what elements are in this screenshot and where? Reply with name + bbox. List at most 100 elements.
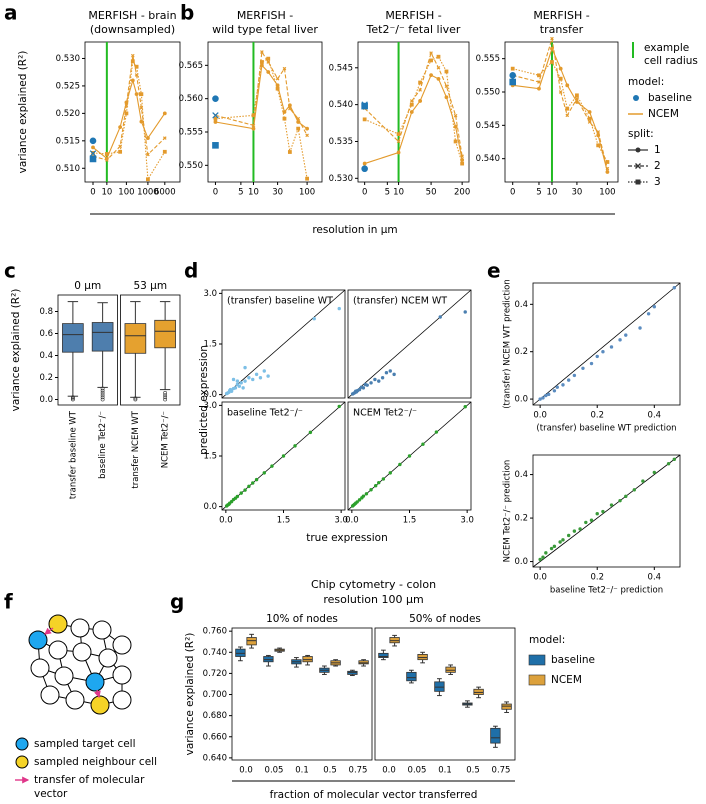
x-tick-label: 0.05: [408, 766, 427, 776]
point: [239, 381, 243, 385]
x-tick-label: 1.5: [403, 516, 417, 526]
y-tick-label: 0.4: [39, 351, 53, 361]
point: [254, 372, 259, 377]
point: [392, 372, 396, 377]
y-tick-label: 0.740: [203, 648, 227, 658]
panel-label: e: [487, 259, 501, 283]
ncem-point: [587, 120, 592, 124]
outlier: [100, 393, 105, 398]
ncem-point: [558, 76, 563, 81]
baseline-point: [89, 150, 97, 157]
x-tick-label: 0.0: [239, 766, 253, 776]
baseline-point: [212, 142, 219, 149]
box: [490, 727, 501, 744]
point: [463, 405, 467, 409]
box: [434, 681, 445, 692]
point: [239, 491, 243, 495]
point: [609, 345, 614, 349]
y-tick-label: 0.0: [39, 395, 53, 405]
x-tick-label: 0.0: [533, 411, 547, 421]
point: [595, 512, 599, 516]
outlier: [70, 395, 75, 400]
chart-title: Tet2⁻/⁻ fetal liver: [366, 23, 461, 36]
ncem-point: [575, 100, 579, 104]
plot-frame: [532, 282, 681, 406]
legend-title: model:: [529, 634, 565, 646]
ncem-line: [512, 61, 608, 163]
point: [646, 312, 651, 316]
ncem-point: [130, 78, 135, 83]
ncem-point: [605, 160, 610, 164]
y-axis-label: variance explained (R²): [184, 633, 196, 756]
y-tick-label: 0.640: [203, 753, 227, 763]
x-tick-label: 100: [299, 188, 315, 198]
point: [566, 533, 571, 538]
x-tick-label: 0: [90, 188, 95, 198]
point: [572, 529, 577, 533]
box: [501, 703, 512, 710]
y-tick-label: 0.550: [476, 88, 500, 98]
point: [355, 500, 359, 504]
box: [473, 688, 484, 695]
box: [124, 323, 147, 354]
ncem-line: [512, 38, 608, 169]
y-tick-label: 0.700: [203, 690, 227, 700]
chart-title: MERFISH -: [533, 9, 589, 22]
ncem-point: [251, 123, 256, 128]
ncem-point: [558, 90, 563, 94]
point: [262, 369, 266, 373]
outlier: [100, 390, 105, 395]
ncem-point: [596, 143, 601, 148]
panel-text: (transfer) baseline WT: [227, 296, 333, 307]
box: [263, 656, 274, 663]
point: [546, 392, 551, 397]
y-tick-label: 0.720: [203, 669, 227, 679]
ncem-point: [429, 51, 433, 55]
ncem-point: [287, 150, 292, 154]
ncem-point: [396, 139, 401, 144]
facet-label: 53 μm: [133, 280, 167, 292]
chart-title: MERFISH -: [237, 9, 293, 22]
point: [407, 454, 412, 458]
box: [378, 652, 389, 658]
plot-frame: [532, 454, 681, 568]
identity-line: [221, 289, 346, 399]
ncem-point: [436, 76, 441, 81]
y-axis-label: variance explained (R²): [10, 289, 22, 412]
point: [463, 310, 467, 314]
chart-title: transfer: [540, 23, 584, 36]
ncem-line: [364, 51, 463, 157]
y-tick-label: 0.6: [39, 329, 53, 339]
ncem-point: [296, 126, 301, 131]
x-tick-label: 5: [238, 188, 243, 198]
ncem-point: [162, 149, 167, 154]
point: [398, 462, 402, 467]
facet-label: 50% of nodes: [409, 613, 481, 625]
x-tick-label: 30: [572, 188, 583, 198]
x-tick-label: 10: [248, 188, 259, 198]
ncem-point: [460, 154, 464, 159]
panel-label: a: [4, 1, 18, 25]
point: [364, 492, 369, 496]
ncem-point: [134, 92, 139, 97]
outlier: [100, 386, 105, 391]
point: [561, 538, 565, 542]
panel-label: c: [4, 259, 16, 283]
x-tick-label: 0.05: [265, 766, 284, 776]
x-tick-label: 0.4: [648, 573, 662, 583]
box: [389, 637, 400, 644]
ncem-point: [296, 116, 301, 121]
point: [589, 361, 594, 366]
legend-label: 3: [654, 176, 661, 188]
point: [652, 304, 657, 309]
point: [438, 315, 442, 319]
ncem-point: [444, 84, 449, 89]
point: [566, 378, 571, 382]
point: [601, 509, 605, 514]
y-tick-label: 0.510: [56, 164, 80, 174]
y-tick-label: 0.2: [39, 373, 53, 383]
y-tick-label: 0.565: [179, 61, 203, 71]
ncem-point: [266, 70, 271, 74]
point: [357, 498, 362, 502]
ncem-point: [460, 161, 465, 166]
